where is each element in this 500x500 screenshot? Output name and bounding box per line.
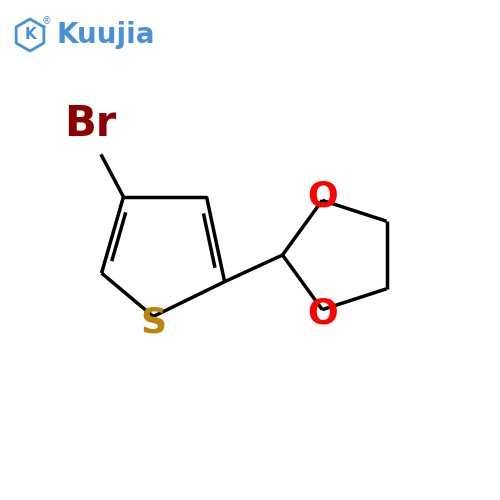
Text: ®: ® bbox=[42, 16, 51, 26]
Text: O: O bbox=[307, 296, 338, 330]
Text: O: O bbox=[307, 180, 338, 214]
Text: Kuujia: Kuujia bbox=[56, 21, 154, 49]
Text: Br: Br bbox=[64, 104, 116, 146]
Text: K: K bbox=[24, 28, 36, 42]
Text: S: S bbox=[140, 306, 166, 340]
